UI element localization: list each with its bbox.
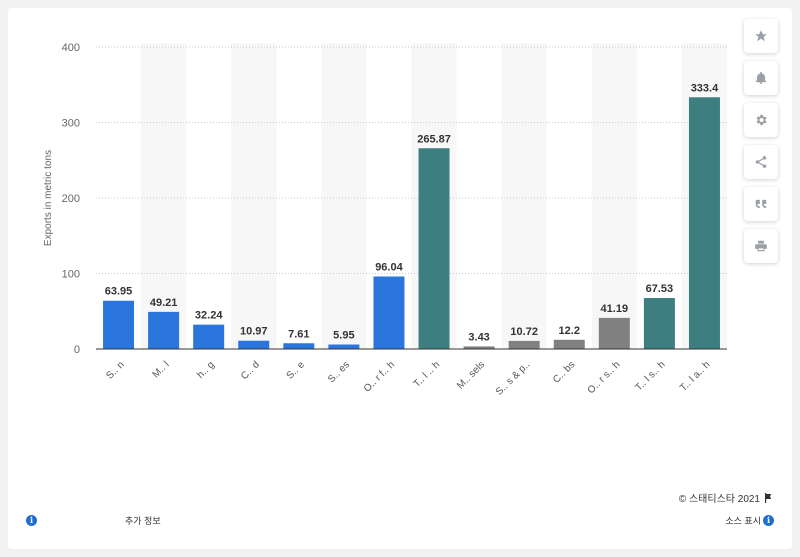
bar[interactable] xyxy=(148,311,180,349)
x-tick-label: S.. s & p.. xyxy=(494,359,532,397)
bar[interactable] xyxy=(463,346,495,349)
y-tick-label: 100 xyxy=(62,269,80,281)
show-source-link[interactable]: 소스 표시 i xyxy=(725,514,774,527)
gear-icon xyxy=(756,114,767,126)
star-icon xyxy=(755,30,767,42)
info-icon: i xyxy=(26,515,37,526)
alternate-band xyxy=(141,43,187,349)
bars xyxy=(103,97,720,350)
x-tick-label: O.. r f.. h xyxy=(362,359,397,394)
gridlines xyxy=(96,46,727,274)
alternate-band xyxy=(321,43,367,349)
data-label: 10.72 xyxy=(510,326,538,338)
credit-text: © 스태티스타 2021 xyxy=(678,494,760,505)
bar[interactable] xyxy=(418,148,450,349)
x-tick-label: T.. l .. h xyxy=(412,359,443,390)
quote-icon xyxy=(755,199,767,209)
x-tick-label: T.. l a.. h xyxy=(678,359,713,394)
y-tick-label: 200 xyxy=(62,193,80,205)
x-tick-label: O.. r s.. h xyxy=(586,359,623,396)
y-tick-label: 400 xyxy=(62,42,80,54)
alternate-band xyxy=(501,43,547,349)
x-tick-label: M.. sels xyxy=(455,359,487,391)
bar[interactable] xyxy=(103,300,135,349)
share-icon xyxy=(755,156,767,168)
y-axis: 0 100 200 300 400 xyxy=(62,42,80,356)
print-button[interactable] xyxy=(744,229,778,263)
info-icon: i xyxy=(763,515,774,526)
x-tick-label: S.. e xyxy=(285,359,308,382)
y-tick-label: 300 xyxy=(62,118,80,130)
x-tick-label: S.. n xyxy=(104,359,126,381)
more-info-label: 추가 정보 xyxy=(125,516,161,526)
x-tick-label: h.. g xyxy=(195,359,217,381)
data-label: 333.4 xyxy=(691,82,719,94)
bar[interactable] xyxy=(373,276,405,349)
bar[interactable] xyxy=(283,343,315,349)
data-label: 5.95 xyxy=(333,330,354,342)
data-label: 63.95 xyxy=(105,286,133,298)
statista-credit[interactable]: © 스태티스타 2021 xyxy=(679,490,774,505)
bar[interactable] xyxy=(193,324,225,349)
data-label: 41.19 xyxy=(601,303,629,315)
bar[interactable] xyxy=(643,298,675,349)
data-label: 7.61 xyxy=(288,328,309,340)
bar[interactable] xyxy=(553,339,585,349)
chart-toolbar xyxy=(744,19,780,271)
x-axis: S.. n M.. l h.. g C.. d S.. e S.. es O.. r f..… xyxy=(96,348,727,398)
data-label: 12.2 xyxy=(559,325,580,337)
x-tick-label: T.. l s.. h xyxy=(633,359,667,393)
print-icon xyxy=(755,240,767,252)
alternate-band xyxy=(591,43,637,349)
bar[interactable] xyxy=(328,344,360,349)
show-source-label: 소스 표시 xyxy=(725,516,761,526)
data-label: 96.04 xyxy=(375,261,403,273)
x-tick-label: S.. es xyxy=(326,359,352,385)
share-button[interactable] xyxy=(744,145,778,179)
y-axis-title: Exports in metric tons xyxy=(43,150,54,246)
settings-button[interactable] xyxy=(744,103,778,137)
cite-button[interactable] xyxy=(744,187,778,221)
notification-button[interactable] xyxy=(744,61,778,95)
data-label: 67.53 xyxy=(646,283,674,295)
bar[interactable] xyxy=(688,97,720,350)
flag-icon xyxy=(765,492,772,503)
favorite-button[interactable] xyxy=(744,19,778,53)
value-labels: 63.95 49.21 32.24 10.97 7.61 5.95 96.04 265.87 3… xyxy=(105,82,719,343)
bar[interactable] xyxy=(598,317,630,349)
data-label: 265.87 xyxy=(417,133,451,145)
x-tick-label: M.. l xyxy=(151,359,172,380)
alternate-band xyxy=(231,43,277,349)
bar[interactable] xyxy=(238,340,270,349)
y-tick-label: 0 xyxy=(74,344,80,356)
x-tick-label: C.. bs xyxy=(551,359,577,385)
data-label: 49.21 xyxy=(150,297,178,309)
more-info-link[interactable]: i 추가 정보 xyxy=(26,514,161,527)
data-label: 3.43 xyxy=(468,331,489,343)
bell-icon xyxy=(755,71,767,84)
data-label: 32.24 xyxy=(195,310,223,322)
x-tick-label: C.. d xyxy=(239,359,262,382)
data-label: 10.97 xyxy=(240,326,268,338)
bar[interactable] xyxy=(508,340,540,349)
